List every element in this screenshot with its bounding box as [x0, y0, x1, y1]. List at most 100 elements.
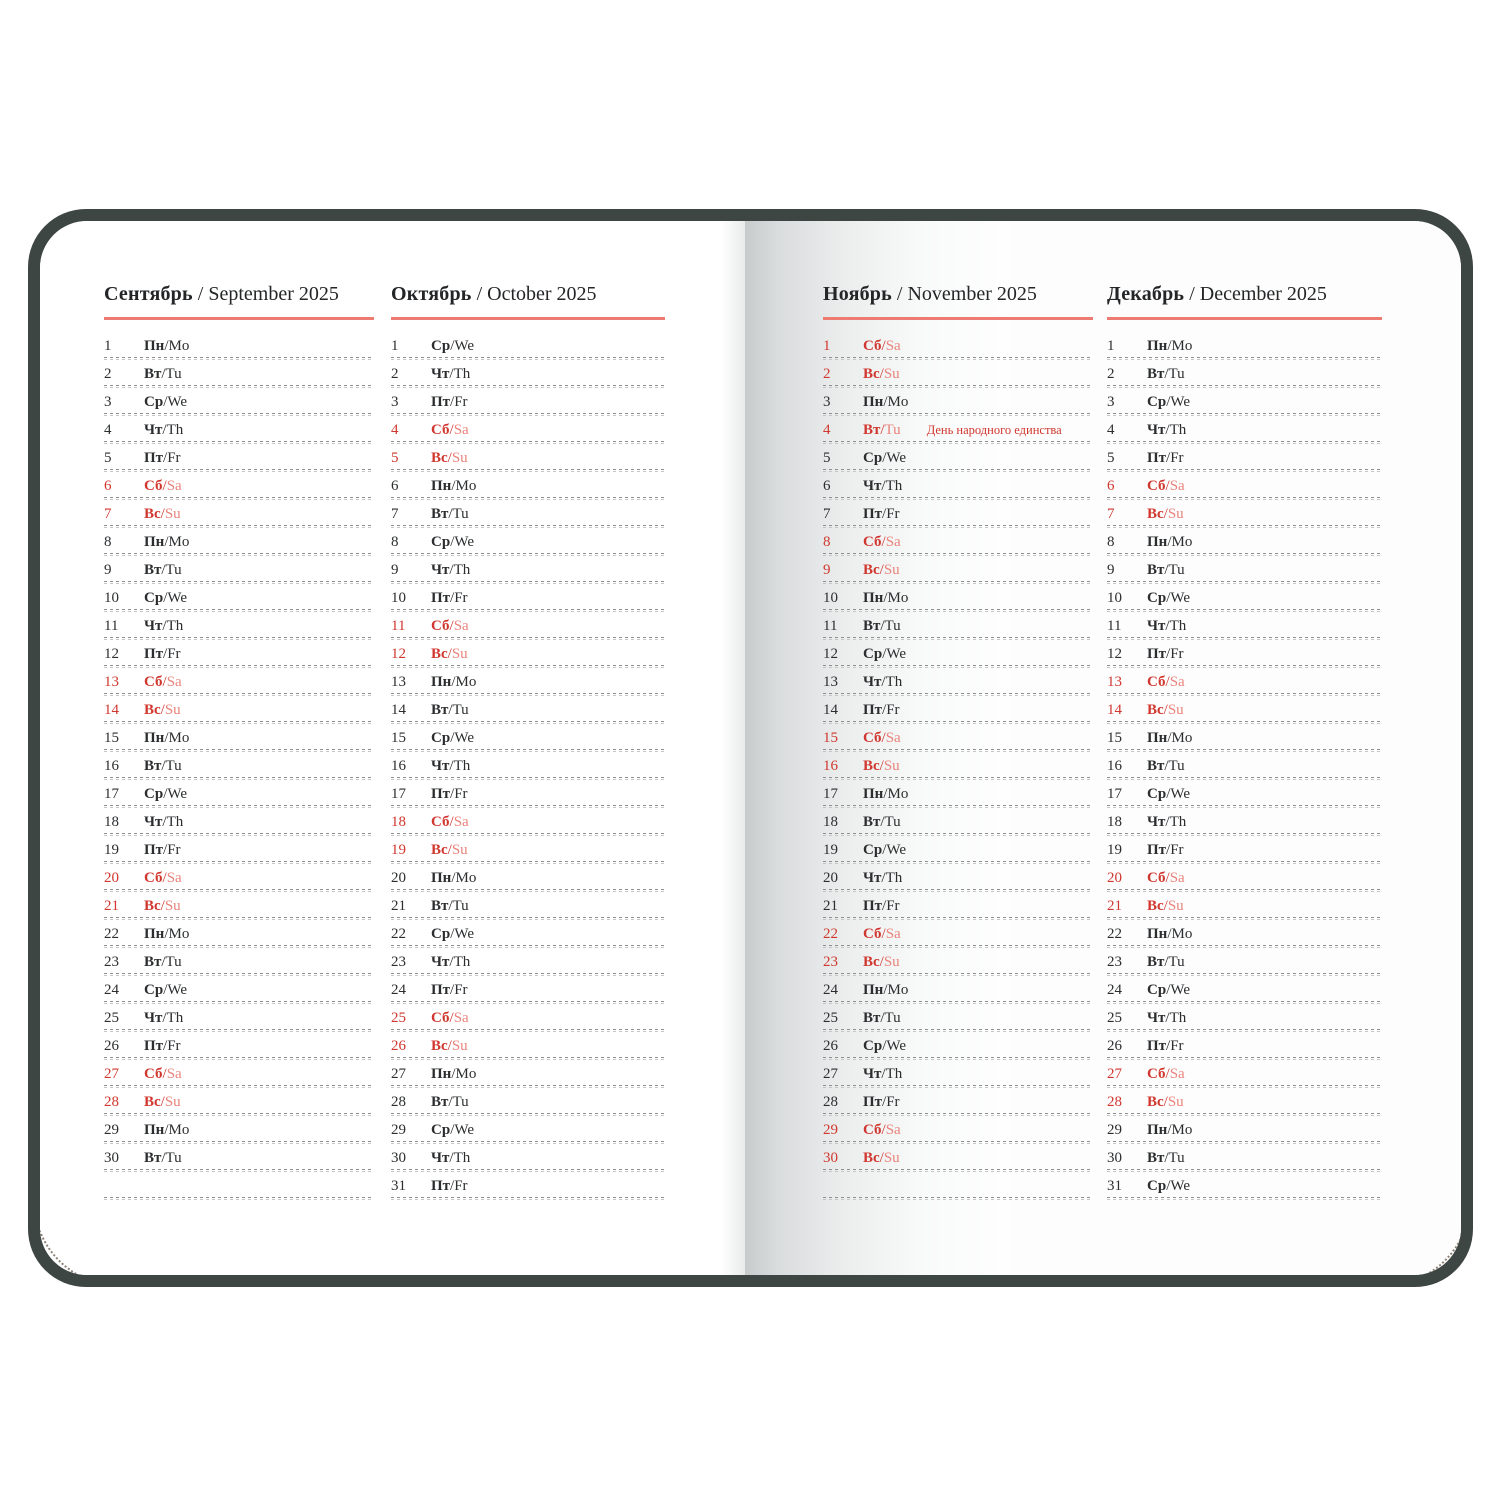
day-name-ru: Вс	[144, 1093, 161, 1110]
day-row: 4 Чт/Th	[1107, 416, 1382, 444]
day-name-ru: Сб	[863, 925, 882, 942]
day-name-ru: Ср	[1147, 393, 1167, 410]
day-name-en: Fr	[886, 701, 900, 718]
day-separator: /	[1167, 337, 1172, 354]
month-header: Декабрь / December 2025	[1107, 281, 1382, 307]
day-name-ru: Чт	[431, 561, 450, 578]
day-name-en: Fr	[886, 505, 900, 522]
day-name-ru: Чт	[431, 757, 450, 774]
day-number: 20	[391, 869, 406, 886]
day-number: 11	[1107, 617, 1122, 634]
day-name-en: Tu	[1168, 365, 1185, 382]
day-name: Сб/Sa	[1147, 478, 1185, 495]
day-separator: /	[162, 813, 167, 830]
day-row: 12 Ср/We	[823, 640, 1093, 668]
day-number: 8	[104, 533, 112, 550]
day-row: 8 Сб/Sa	[823, 528, 1093, 556]
day-number: 29	[1107, 1121, 1122, 1138]
day-number: 14	[391, 701, 406, 718]
day-separator: /	[451, 869, 456, 886]
day-name-ru: Вт	[1147, 1149, 1165, 1166]
day-name-ru: Пт	[144, 449, 164, 466]
day-row: 23 Вт/Tu	[1107, 948, 1382, 976]
day-row: 28 Вс/Su	[1107, 1088, 1382, 1116]
day-number: 6	[823, 477, 831, 494]
day-name-en: Sa	[1169, 673, 1185, 690]
day-name-ru: Пн	[431, 477, 452, 494]
day-name: Сб/Sa	[1147, 870, 1185, 887]
day-name-ru: Чт	[144, 421, 163, 438]
day-number: 30	[391, 1149, 406, 1166]
day-name: Чт/Th	[431, 562, 470, 579]
day-number: 6	[104, 477, 112, 494]
day-name: Сб/Sa	[144, 478, 182, 495]
day-number: 30	[104, 1149, 119, 1166]
day-name-en: Tu	[884, 421, 901, 438]
day-number: 13	[391, 673, 406, 690]
month-name-ru: Октябрь	[391, 283, 472, 305]
day-name-en: Th	[885, 1065, 903, 1082]
day-name-ru: Пн	[431, 673, 452, 690]
day-number: 2	[104, 365, 112, 382]
day-name-en: Fr	[167, 841, 181, 858]
day-row: 17 Пн/Mo	[823, 780, 1093, 808]
day-name-ru: Чт	[144, 1009, 163, 1026]
day-name-ru: Ср	[144, 981, 164, 998]
day-number: 31	[1107, 1177, 1122, 1194]
day-name-en: We	[1170, 393, 1190, 410]
day-number: 2	[1107, 365, 1115, 382]
day-number: 27	[104, 1065, 119, 1082]
day-name: Ср/We	[1147, 982, 1190, 999]
day-name: Ср/We	[144, 982, 187, 999]
day-name-en: Tu	[452, 897, 469, 914]
day-separator: /	[160, 505, 165, 522]
day-name: Пн/Mo	[431, 478, 476, 495]
day-name-en: Sa	[166, 869, 182, 886]
day-name-en: Fr	[454, 1177, 468, 1194]
day-separator: /	[879, 953, 884, 970]
day-name-en: Mo	[887, 393, 909, 410]
day-name-en: Mo	[455, 477, 477, 494]
day-name: Пт/Fr	[144, 1038, 181, 1055]
day-separator: /	[1164, 365, 1169, 382]
month-separator: /	[896, 283, 903, 305]
day-number: 17	[1107, 785, 1122, 802]
day-name-ru: Ср	[431, 533, 451, 550]
day-row: 29 Пн/Mo	[1107, 1116, 1382, 1144]
day-name: Чт/Th	[144, 618, 183, 635]
day-number: 18	[1107, 813, 1122, 830]
day-number: 9	[1107, 561, 1115, 578]
day-name: Сб/Sa	[1147, 1066, 1185, 1083]
day-name-ru: Вс	[863, 365, 880, 382]
day-number: 10	[1107, 589, 1122, 606]
day-separator: /	[449, 1009, 454, 1026]
day-separator: /	[163, 645, 168, 662]
day-name-en: Th	[453, 953, 471, 970]
day-number: 15	[391, 729, 406, 746]
day-name-en: Mo	[168, 925, 190, 942]
day-name-ru: Вс	[863, 757, 880, 774]
day-name-en: Sa	[1169, 869, 1185, 886]
day-name: Вс/Su	[863, 366, 900, 383]
day-name: Ср/We	[1147, 1178, 1190, 1195]
day-separator: /	[1166, 981, 1171, 998]
day-name-ru: Вс	[431, 841, 448, 858]
day-number: 23	[391, 953, 406, 970]
day-row: 23 Чт/Th	[391, 948, 665, 976]
day-name-ru: Вт	[863, 421, 881, 438]
day-name-en: Th	[166, 617, 184, 634]
day-row: 26 Вс/Su	[391, 1032, 665, 1060]
day-row: 12 Вс/Su	[391, 640, 665, 668]
day-separator: /	[880, 617, 885, 634]
day-name-ru: Пн	[1147, 925, 1168, 942]
day-name-ru: Вт	[1147, 561, 1165, 578]
day-row: 1 Сб/Sa	[823, 332, 1093, 360]
day-row: 15 Сб/Sa	[823, 724, 1093, 752]
day-separator: /	[1167, 1121, 1172, 1138]
day-name: Пн/Mo	[144, 926, 189, 943]
day-row: 21 Вт/Tu	[391, 892, 665, 920]
day-row: 9 Вт/Tu	[1107, 556, 1382, 584]
day-row: 4 Сб/Sa	[391, 416, 665, 444]
day-name: Вс/Su	[431, 1038, 468, 1055]
day-name: Ср/We	[431, 730, 474, 747]
